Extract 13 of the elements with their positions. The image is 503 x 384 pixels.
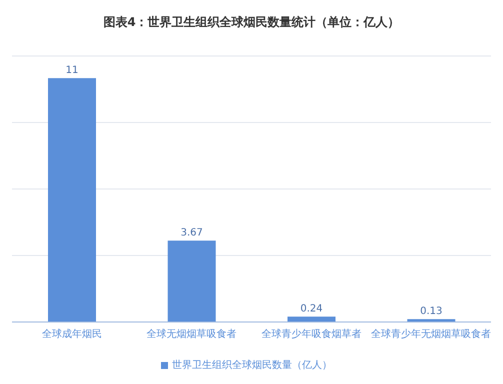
x-tick-label: 全球无烟烟草吸食者 [146,328,237,340]
bar [288,316,336,322]
x-tick-label: 全球青少年吸食烟草者 [261,328,362,340]
bar [168,240,216,322]
x-tick-label: 全球成年烟民 [42,328,102,340]
data-label: 0.24 [300,304,323,315]
x-tick-label: 全球青少年无烟烟草吸食者 [371,328,492,340]
legend-label: 世界卫生组织全球烟民数量（亿人） [172,360,332,371]
data-label: 0.13 [420,306,442,318]
data-label: 3.67 [180,228,203,239]
data-label: 11 [66,65,78,76]
bar [48,78,96,322]
chart-title: 图表4：世界卫生组织全球烟民数量统计（单位：亿人） [102,14,401,31]
